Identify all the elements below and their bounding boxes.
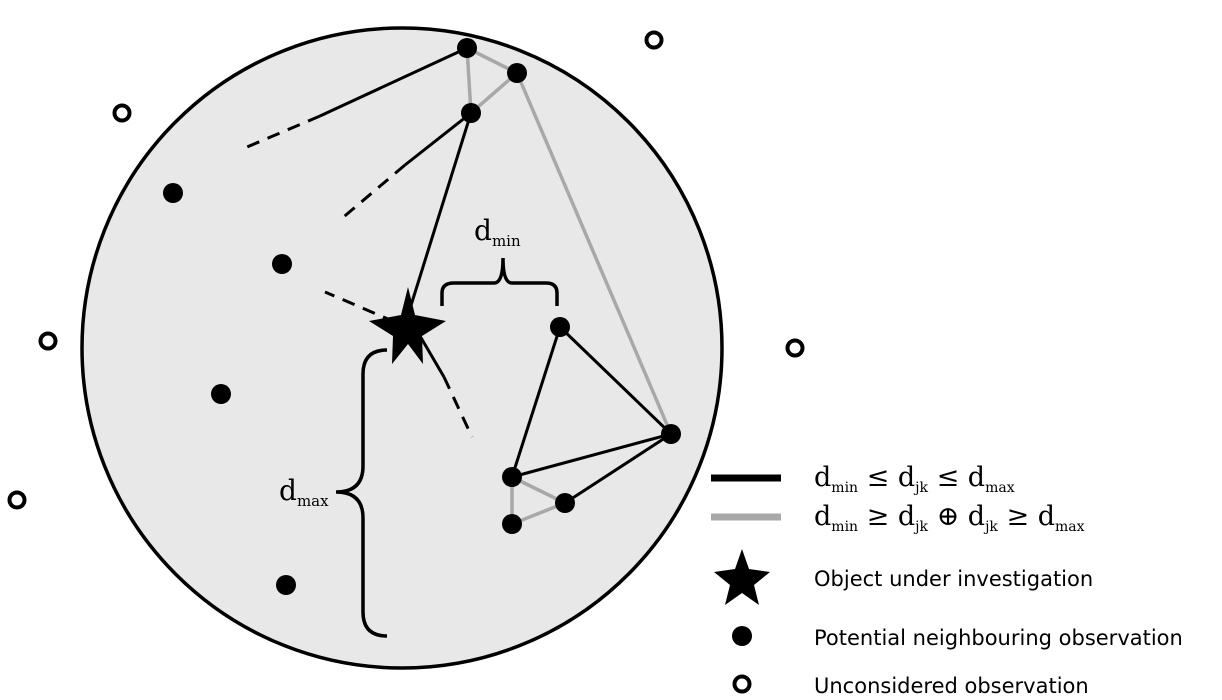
object-star-icon: [369, 287, 446, 364]
neighbour-point: [661, 424, 681, 444]
legend-hollow-dot-label: Unconsidered observation: [814, 674, 1089, 698]
dmin-brace: [440, 257, 559, 306]
unconsidered-point: [644, 30, 664, 50]
gray-edge: [515, 72, 673, 435]
black-edge: [406, 112, 473, 316]
neighbour-point: [457, 38, 477, 58]
neighbour-points: [163, 38, 681, 595]
unconsidered-point: [112, 103, 132, 123]
neighbour-point: [502, 514, 522, 534]
unconsidered-point: [7, 490, 27, 510]
black-edge: [404, 111, 472, 167]
neighbour-point: [211, 384, 231, 404]
dashed-edge: [239, 114, 321, 152]
filled-dot-icon: [732, 626, 752, 646]
neighbour-point: [272, 254, 292, 274]
dashed-edge: [324, 290, 396, 324]
strong-edges: [319, 46, 673, 505]
dashed-edge: [339, 163, 406, 222]
dashed-edge: [442, 376, 474, 438]
dashed-edges: [239, 114, 474, 438]
gray-edge: [465, 47, 473, 114]
black-edge: [558, 325, 673, 436]
legend-gray-line-expr: dmin ≥ djk ⊕ djk ≥ dmax: [814, 501, 1085, 535]
neighbour-point: [461, 103, 481, 123]
legend-star-label: Object under investigation: [814, 567, 1093, 591]
unconsidered-point: [38, 331, 58, 351]
neighbour-point: [507, 63, 527, 83]
gray-edge: [469, 71, 519, 115]
neighbour-point: [163, 183, 183, 203]
star-icon: [714, 549, 770, 605]
unconsidered-point: [785, 338, 805, 358]
legend: dmin ≤ djk ≤ dmax dmin ≥ djk ⊕ djk ≥ dma…: [711, 462, 1183, 698]
dmin-label: dmin: [474, 214, 521, 250]
legend-black-line-expr: dmin ≤ djk ≤ dmax: [814, 462, 1015, 496]
neighbour-point: [555, 493, 575, 513]
legend-filled-dot-label: Potential neighbouring observation: [814, 626, 1183, 650]
dmax-brace: [335, 348, 388, 638]
black-edge: [418, 335, 446, 378]
black-edge: [564, 432, 672, 505]
black-edge: [319, 46, 468, 118]
black-edge: [510, 326, 562, 478]
black-edge: [511, 432, 672, 479]
dmax-label: dmax: [279, 474, 329, 510]
neighbour-point: [276, 575, 296, 595]
neighbour-point: [550, 317, 570, 337]
neighbour-point: [502, 467, 522, 487]
hollow-dot-icon: [732, 674, 752, 694]
unconsidered-points: [7, 30, 805, 510]
